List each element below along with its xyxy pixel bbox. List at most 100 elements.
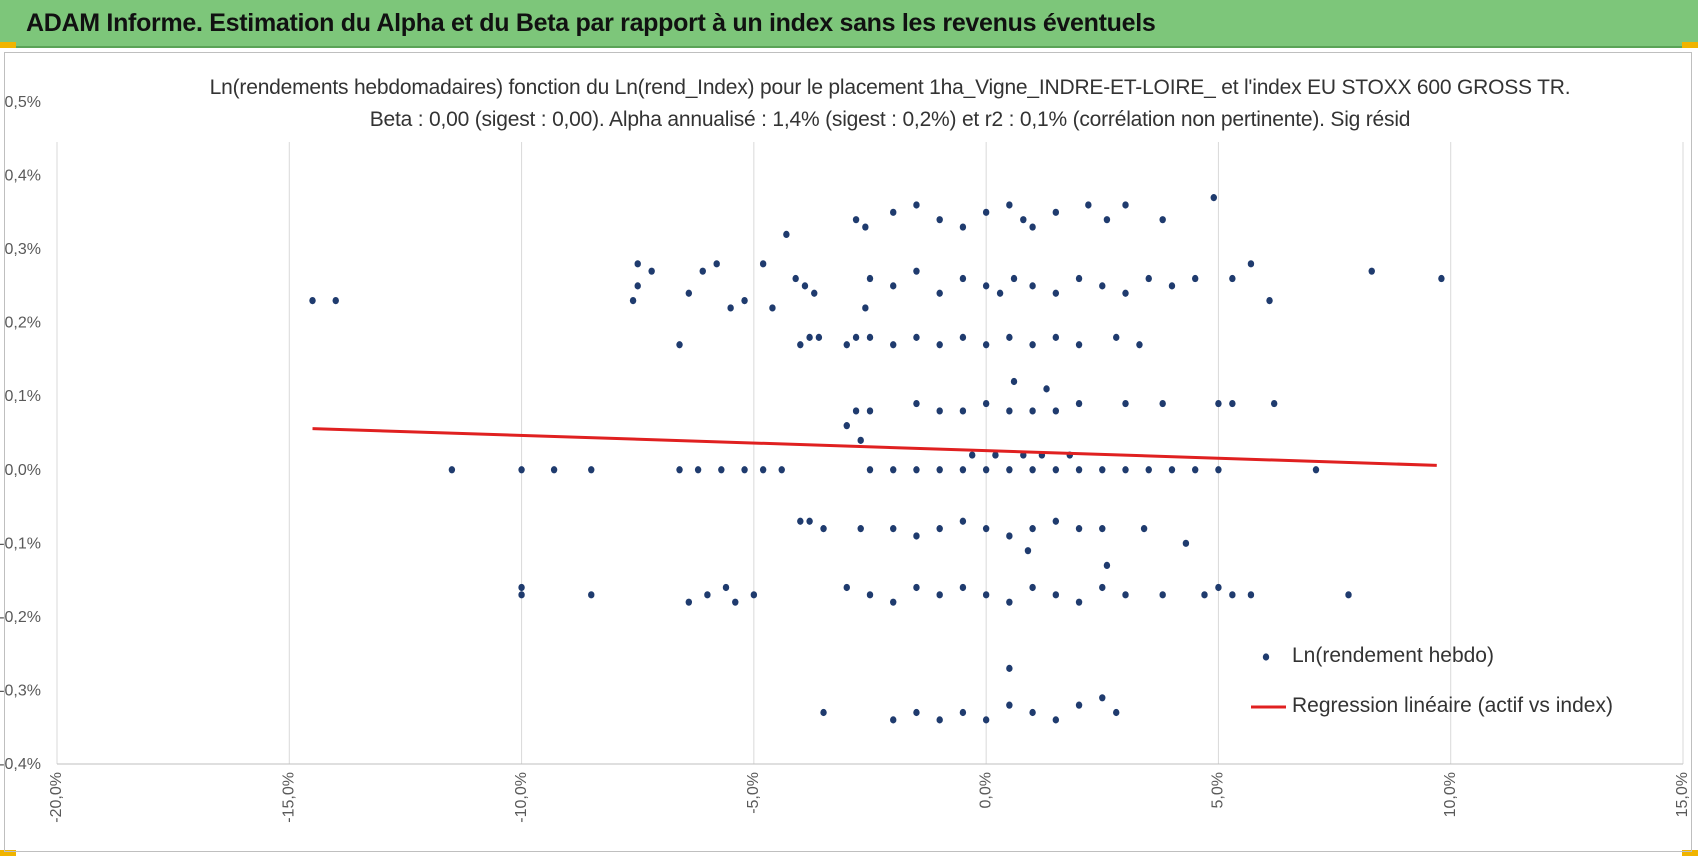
data-point bbox=[1168, 282, 1176, 290]
data-point bbox=[982, 591, 990, 599]
data-point bbox=[890, 208, 897, 216]
data-point bbox=[913, 333, 920, 341]
data-point bbox=[913, 532, 920, 540]
data-point bbox=[1029, 466, 1036, 474]
page-title: ADAM Informe. Estimation du Alpha et du … bbox=[26, 9, 1156, 37]
data-point bbox=[1099, 466, 1106, 474]
data-point bbox=[936, 716, 943, 724]
x-tick-label: 5,0% bbox=[1210, 772, 1227, 808]
data-point bbox=[699, 267, 706, 275]
data-point bbox=[759, 466, 767, 474]
data-point bbox=[936, 289, 943, 297]
data-point bbox=[769, 304, 776, 312]
data-point bbox=[797, 517, 804, 525]
data-point bbox=[1075, 341, 1083, 349]
data-point bbox=[843, 422, 850, 430]
data-point bbox=[694, 466, 702, 474]
legend bbox=[1251, 653, 1286, 709]
data-point bbox=[959, 708, 967, 717]
data-point bbox=[1215, 399, 1222, 408]
data-point bbox=[1010, 377, 1018, 386]
y-tick-label: -0,1% bbox=[0, 535, 41, 552]
x-tick-label: 10,0% bbox=[1442, 772, 1459, 817]
data-point bbox=[890, 341, 897, 349]
data-point bbox=[1215, 466, 1222, 474]
data-point bbox=[811, 289, 818, 297]
data-point bbox=[890, 525, 897, 533]
data-point bbox=[1103, 561, 1111, 570]
data-point bbox=[857, 436, 864, 444]
data-point bbox=[741, 297, 748, 305]
data-point bbox=[1145, 466, 1152, 474]
legend-marker-scatter bbox=[1262, 653, 1270, 661]
data-point bbox=[685, 289, 693, 297]
data-point bbox=[704, 591, 711, 599]
data-point bbox=[1029, 583, 1036, 592]
data-point bbox=[959, 333, 967, 341]
header-bar: ADAM Informe. Estimation du Alpha et du … bbox=[0, 0, 1698, 48]
data-point bbox=[685, 598, 693, 606]
data-point bbox=[676, 466, 683, 474]
data-point bbox=[936, 407, 943, 415]
data-point bbox=[806, 333, 813, 341]
data-point bbox=[913, 466, 920, 474]
data-point bbox=[1052, 466, 1060, 474]
data-point bbox=[676, 341, 683, 349]
data-point bbox=[982, 525, 990, 533]
data-point bbox=[959, 274, 967, 283]
data-point bbox=[1010, 274, 1018, 283]
data-point bbox=[852, 407, 860, 415]
data-point bbox=[792, 274, 799, 283]
y-tick-label: 0,1% bbox=[5, 388, 41, 405]
data-point bbox=[1029, 282, 1036, 290]
data-point bbox=[866, 274, 874, 283]
data-point bbox=[890, 282, 897, 290]
chart-subtitle: Beta : 0,00 (sigest : 0,00). Alpha annua… bbox=[369, 108, 1411, 131]
data-point bbox=[1006, 701, 1013, 709]
data-point bbox=[629, 297, 637, 305]
data-point bbox=[1075, 598, 1083, 606]
data-point bbox=[1168, 466, 1176, 474]
data-point bbox=[1006, 466, 1013, 474]
data-point bbox=[890, 716, 897, 724]
data-point bbox=[1368, 267, 1375, 275]
data-point bbox=[634, 260, 641, 268]
data-point bbox=[1210, 194, 1217, 202]
data-point bbox=[1075, 466, 1083, 474]
data-point bbox=[801, 282, 809, 290]
x-tick-label: -15,0% bbox=[281, 772, 298, 823]
data-point bbox=[866, 591, 874, 599]
data-point bbox=[518, 591, 525, 599]
data-point bbox=[1029, 407, 1036, 415]
data-point bbox=[1438, 274, 1445, 283]
data-point bbox=[783, 230, 790, 238]
data-point bbox=[1075, 701, 1083, 709]
x-tick-label: 0,0% bbox=[977, 772, 994, 808]
data-point bbox=[1145, 274, 1152, 283]
data-point bbox=[1192, 274, 1199, 283]
data-point bbox=[1122, 399, 1129, 408]
data-point bbox=[982, 282, 990, 290]
data-point bbox=[1140, 525, 1148, 533]
x-tick-label: -10,0% bbox=[513, 772, 530, 823]
y-tick-label: -0,3% bbox=[0, 682, 41, 699]
data-point bbox=[857, 525, 864, 533]
data-point bbox=[1113, 333, 1120, 341]
data-point bbox=[866, 333, 874, 341]
data-point bbox=[1122, 201, 1129, 209]
data-point bbox=[1052, 716, 1060, 724]
data-point bbox=[309, 297, 316, 305]
data-point bbox=[1201, 591, 1208, 599]
data-point bbox=[1113, 708, 1120, 717]
data-point bbox=[890, 466, 897, 474]
data-point bbox=[1215, 583, 1222, 592]
data-point bbox=[1029, 525, 1036, 533]
data-point bbox=[448, 466, 456, 474]
data-point bbox=[1229, 591, 1236, 599]
data-point bbox=[718, 466, 725, 474]
data-point bbox=[1052, 591, 1060, 599]
data-point bbox=[1006, 407, 1013, 415]
data-point bbox=[1099, 525, 1106, 533]
data-point bbox=[1029, 341, 1036, 349]
axes: -20,0% -15,0% -10,0% -5,0% 0,0% 5,0% 10,0% 15,0… bbox=[0, 94, 1691, 823]
